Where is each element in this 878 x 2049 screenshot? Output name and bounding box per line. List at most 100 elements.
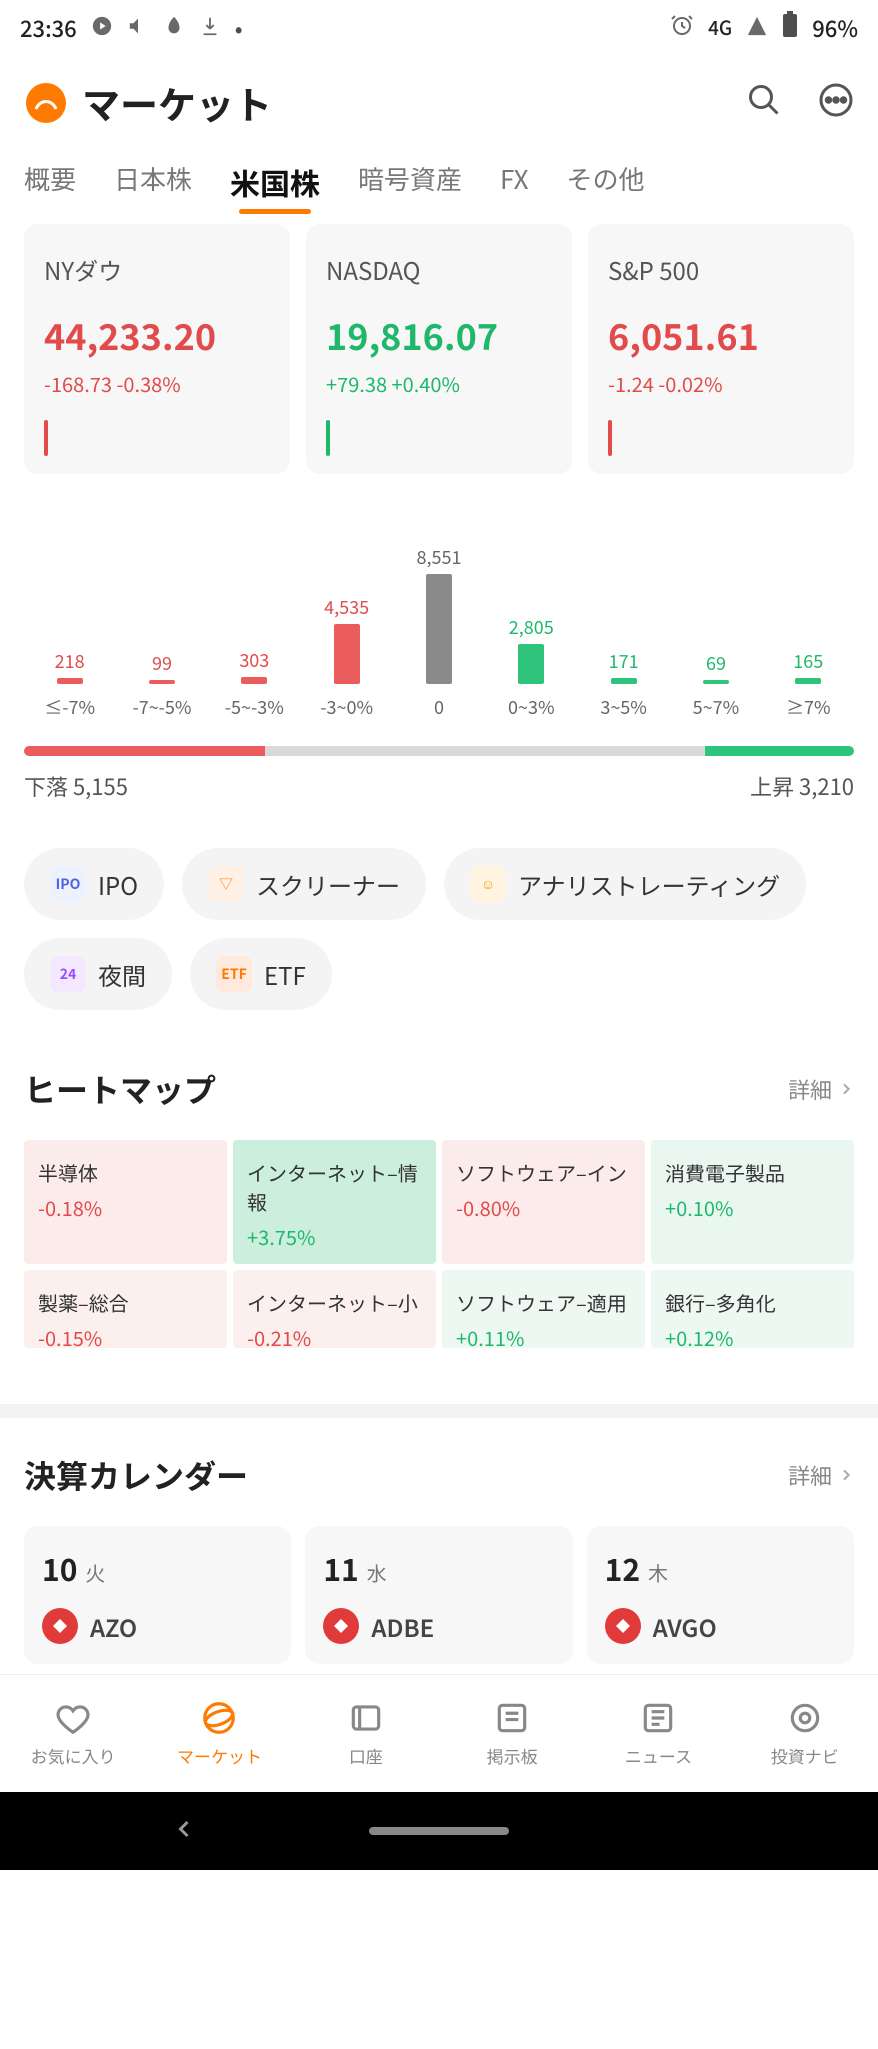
nav-label: 口座 (349, 1743, 383, 1768)
down-summary: 下落 5,155 (24, 770, 128, 802)
nav-label: 掲示板 (487, 1743, 538, 1768)
shortcut-4[interactable]: ETF ETF (190, 938, 332, 1010)
bar-rect (241, 677, 267, 684)
shortcut-icon: IPO (50, 866, 86, 902)
heat-name: ソフトウェア–イン (456, 1158, 631, 1187)
nav-3[interactable]: 掲示板 (439, 1675, 585, 1792)
heat-cell-7[interactable]: 銀行–多角化 +0.12% (651, 1270, 854, 1348)
heat-cell-1[interactable]: インターネット–情報 +3.75% (233, 1140, 436, 1264)
shortcut-1[interactable]: ▽ スクリーナー (182, 848, 426, 920)
index-card-0[interactable]: NYダウ 44,233.20 -168.73 -0.38% (24, 224, 290, 474)
dot-icon: • (235, 12, 243, 44)
bar-count: 165 (793, 648, 823, 674)
heatmap-title: ヒートマップ (24, 1066, 216, 1112)
bar-label: -5~-3% (209, 694, 300, 720)
tab-4[interactable]: FX (500, 160, 529, 204)
heat-cell-2[interactable]: ソフトウェア–イン -0.80% (442, 1140, 645, 1264)
battery-percent: 96% (812, 12, 858, 44)
nav-4[interactable]: ニュース (585, 1675, 731, 1792)
tab-2[interactable]: 米国株 (230, 160, 320, 204)
dist-bar-7: 69 (670, 650, 761, 684)
bar-label: 5~7% (670, 694, 761, 720)
heat-cell-6[interactable]: ソフトウェア–適用 +0.11% (442, 1270, 645, 1348)
shortcut-0[interactable]: IPO IPO (24, 848, 164, 920)
status-left: 23:36 • (20, 12, 243, 44)
heat-name: インターネット–情報 (247, 1158, 422, 1216)
index-change: -168.73 -0.38% (44, 369, 270, 398)
ratio-red (24, 746, 265, 756)
cal-dow: 木 (648, 1558, 668, 1587)
ratio-bar (24, 746, 854, 756)
dist-bar-3: 4,535 (301, 594, 392, 684)
index-card-1[interactable]: NASDAQ 19,816.07 +79.38 +0.40% (306, 224, 572, 474)
calendar-day-1[interactable]: 11水 ADBE (305, 1526, 572, 1664)
shortcut-3[interactable]: 24 夜間 (24, 938, 172, 1010)
bar-count: 8,551 (416, 544, 461, 570)
nav-label: お気に入り (31, 1743, 116, 1768)
nav-2[interactable]: 口座 (293, 1675, 439, 1792)
shortcut-label: アナリストレーティング (518, 867, 780, 902)
nav-0[interactable]: お気に入り (0, 1675, 146, 1792)
search-icon[interactable] (746, 82, 782, 123)
calendar-more-link[interactable]: 詳細 (788, 1459, 854, 1491)
nav-1[interactable]: マーケット (146, 1675, 292, 1792)
bar-rect (518, 644, 544, 684)
bar-count: 2,805 (509, 614, 554, 640)
nav-icon (493, 1699, 531, 1737)
heat-cell-0[interactable]: 半導体 -0.18% (24, 1140, 227, 1264)
android-home-handle[interactable] (369, 1827, 509, 1835)
heat-name: 半導体 (38, 1158, 213, 1187)
index-sparkline (326, 420, 330, 456)
nav-label: ニュース (625, 1743, 692, 1768)
heat-cell-3[interactable]: 消費電子製品 +0.10% (651, 1140, 854, 1264)
shortcut-2[interactable]: ☺ アナリストレーティング (444, 848, 806, 920)
heat-change: +3.75% (247, 1222, 422, 1251)
tab-3[interactable]: 暗号資産 (358, 160, 462, 204)
index-price: 44,233.20 (44, 309, 270, 361)
stock-logo-icon (42, 1608, 78, 1644)
status-right: 4G 96% (670, 11, 858, 44)
bar-label: ≥7% (763, 694, 854, 720)
status-time: 23:36 (20, 12, 77, 44)
nav-icon (54, 1699, 92, 1737)
heat-cell-5[interactable]: インターネット–小 -0.21% (233, 1270, 436, 1348)
bar-rect (334, 624, 360, 684)
network-label: 4G (708, 14, 732, 41)
index-name: NYダウ (44, 252, 270, 287)
tab-0[interactable]: 概要 (24, 160, 76, 204)
index-price: 19,816.07 (326, 309, 552, 361)
nav-icon (786, 1699, 824, 1737)
heat-cell-4[interactable]: 製薬–総合 -0.15% (24, 1270, 227, 1348)
bar-rect (611, 678, 637, 684)
dist-bar-6: 171 (578, 648, 669, 684)
shortcut-icon: ☺ (470, 866, 506, 902)
bottom-nav: お気に入り マーケット 口座 掲示板 ニュース 投資ナビ (0, 1674, 878, 1792)
tab-5[interactable]: その他 (567, 160, 645, 204)
calendar-day-2[interactable]: 12木 AVGO (587, 1526, 854, 1664)
heat-change: -0.18% (38, 1193, 213, 1222)
market-tabs: 概要日本株米国株暗号資産 FX その他 (0, 146, 878, 224)
bar-rect (703, 680, 729, 684)
calendar-day-0[interactable]: 10火 AZO (24, 1526, 291, 1664)
index-sparkline (608, 420, 612, 456)
shortcut-icon: ▽ (208, 866, 244, 902)
bar-label: -7~-5% (116, 694, 207, 720)
heat-name: ソフトウェア–適用 (456, 1288, 631, 1317)
heatmap-more-link[interactable]: 詳細 (788, 1073, 854, 1105)
android-back-icon[interactable] (170, 1815, 198, 1848)
index-card-2[interactable]: S&P 500 6,051.61 -1.24 -0.02% (588, 224, 854, 474)
signal-icon (746, 12, 768, 44)
index-cards: NYダウ 44,233.20 -168.73 -0.38% NASDAQ 19,… (0, 224, 878, 474)
index-name: S&P 500 (608, 252, 834, 287)
tab-1[interactable]: 日本株 (114, 160, 192, 204)
index-sparkline (44, 420, 48, 456)
bar-rect (426, 574, 452, 684)
nav-5[interactable]: 投資ナビ (732, 1675, 878, 1792)
nav-icon (639, 1699, 677, 1737)
heat-change: -0.80% (456, 1193, 631, 1222)
more-icon[interactable] (818, 82, 854, 123)
bar-rect (57, 678, 83, 684)
nav-label: マーケット (177, 1743, 262, 1768)
dist-bar-2: 303 (209, 647, 300, 684)
up-summary: 上昇 3,210 (750, 770, 854, 802)
